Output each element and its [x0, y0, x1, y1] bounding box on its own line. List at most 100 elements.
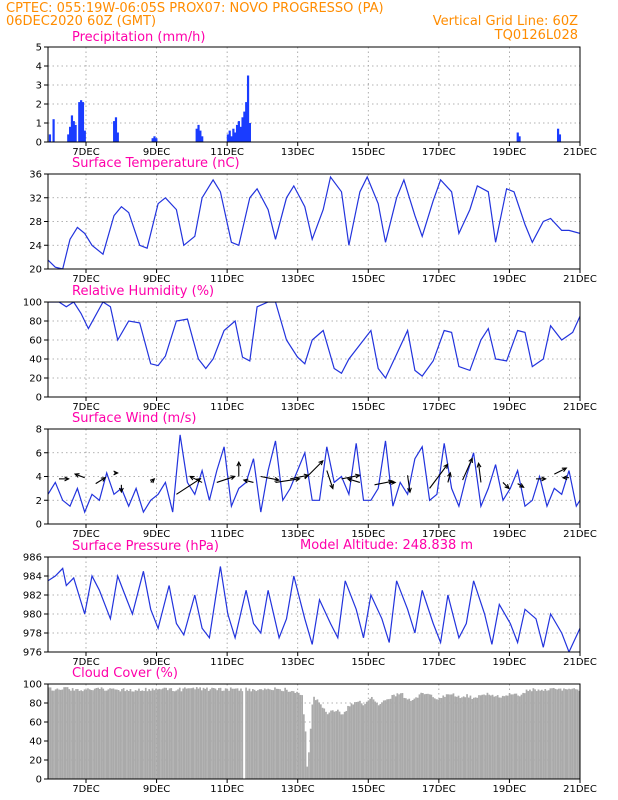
cloud-bar	[229, 687, 232, 779]
cloud-bar	[578, 690, 580, 779]
cloud-bar	[211, 687, 213, 779]
x-tick-label: 11DEC	[210, 402, 244, 413]
cloud-bar	[474, 697, 477, 779]
y-tick-label: 36	[29, 170, 42, 181]
cloud-bar	[546, 690, 548, 779]
wind-vector	[502, 482, 510, 489]
cloud-bar	[53, 690, 55, 779]
cloud-bar	[139, 690, 142, 779]
y-tick-label: 28	[29, 217, 42, 228]
cloud-bar	[90, 690, 93, 779]
cloud-bar	[114, 689, 116, 779]
cloud-bar	[532, 688, 535, 779]
precip-bar	[516, 132, 519, 142]
y-tick-label: 0	[36, 138, 42, 149]
cloud-bar	[348, 706, 351, 779]
header: CPTEC: 055:19W-06:05S PROX07: NOVO PROGR…	[6, 1, 578, 43]
x-tick-label: 21DEC	[563, 402, 597, 413]
cloud-bar	[384, 700, 387, 779]
cloud-bar	[408, 698, 411, 779]
y-tick-label: 0	[36, 393, 42, 404]
wind-vector	[429, 464, 449, 489]
cloud-bar	[413, 698, 416, 779]
precip-bar	[67, 134, 70, 142]
x-tick-label: 7DEC	[72, 529, 99, 540]
cloud-bar	[257, 690, 259, 779]
cloud-bar	[478, 695, 480, 779]
wind-arrowhead	[443, 463, 449, 469]
cloud-bar	[338, 711, 341, 779]
precip-bar	[199, 130, 202, 142]
precip-bar	[243, 111, 246, 142]
cloud-bar	[542, 690, 545, 779]
series-line	[48, 175, 580, 269]
wind-arrowhead	[541, 476, 547, 482]
cloud-bar	[430, 694, 433, 779]
cloud-bar	[423, 694, 426, 779]
precip-bar	[558, 134, 562, 142]
wind-arrowhead	[406, 487, 412, 494]
cloud-bar	[454, 696, 456, 779]
cloud-bar	[202, 687, 205, 779]
cloud-bar	[469, 695, 472, 779]
cloud-bar	[425, 693, 428, 779]
cloud-bar	[512, 694, 514, 779]
cloud-bar	[207, 690, 210, 779]
x-tick-label: 11DEC	[210, 274, 244, 285]
cloud-bar	[73, 690, 76, 779]
wind-vector	[176, 478, 201, 495]
cloud-bar	[569, 689, 572, 779]
cloud-bar	[439, 697, 441, 779]
cloud-bar	[325, 711, 327, 779]
cloud-bar	[350, 703, 353, 779]
cloud-bar	[529, 689, 531, 779]
wind-arrowhead	[504, 484, 510, 490]
precip-bar	[239, 126, 242, 142]
plot-area	[48, 684, 580, 779]
cloud-bar	[265, 689, 268, 779]
cloud-bar	[527, 691, 530, 779]
cloud-bar	[292, 691, 295, 779]
cloud-bar	[394, 696, 397, 779]
cloud-bar	[372, 699, 375, 779]
cloud-bar	[71, 688, 74, 779]
cloud-bar	[576, 689, 579, 779]
cloud-bar	[522, 692, 524, 779]
cloud-bar	[82, 691, 84, 779]
cloud-bar	[178, 687, 181, 779]
cloud-bar	[133, 691, 135, 779]
y-tick-label: 0	[36, 775, 42, 786]
cloud-bar	[275, 688, 278, 779]
x-tick-label: 21DEC	[563, 784, 597, 795]
cloud-bar	[369, 698, 371, 779]
cloud-bar	[236, 688, 239, 779]
cloud-bar	[444, 696, 446, 779]
precip-bar	[74, 124, 77, 142]
x-tick-label: 19DEC	[493, 274, 527, 285]
cloud-bar	[216, 690, 218, 779]
cloud-bar	[496, 695, 499, 779]
cloud-bar	[360, 703, 363, 779]
cloud-bar	[459, 698, 462, 779]
cloud-bar	[294, 692, 297, 779]
y-tick-label: 60	[29, 718, 42, 729]
cloud-bar	[160, 689, 162, 779]
header-grid-line: Vertical Grid Line: 60Z	[433, 14, 578, 29]
cloud-bar	[491, 694, 494, 779]
wind-arrowhead	[118, 487, 124, 494]
cloud-bar	[301, 695, 303, 779]
cloud-bar	[535, 691, 538, 779]
wind-arrowhead	[390, 479, 397, 485]
cloud-bar	[151, 688, 154, 779]
cloud-bar	[462, 696, 465, 779]
precip-bar	[599, 133, 601, 143]
precip-bar	[116, 132, 119, 142]
cloud-bar	[107, 689, 110, 779]
cloud-bar	[206, 687, 208, 779]
cloud-bar	[386, 699, 388, 779]
y-tick-label: 80	[29, 699, 42, 710]
cloud-bar	[362, 705, 365, 779]
precip-bar	[594, 108, 596, 142]
x-tick-label: 19DEC	[493, 657, 527, 668]
cloud-bar	[371, 696, 373, 779]
